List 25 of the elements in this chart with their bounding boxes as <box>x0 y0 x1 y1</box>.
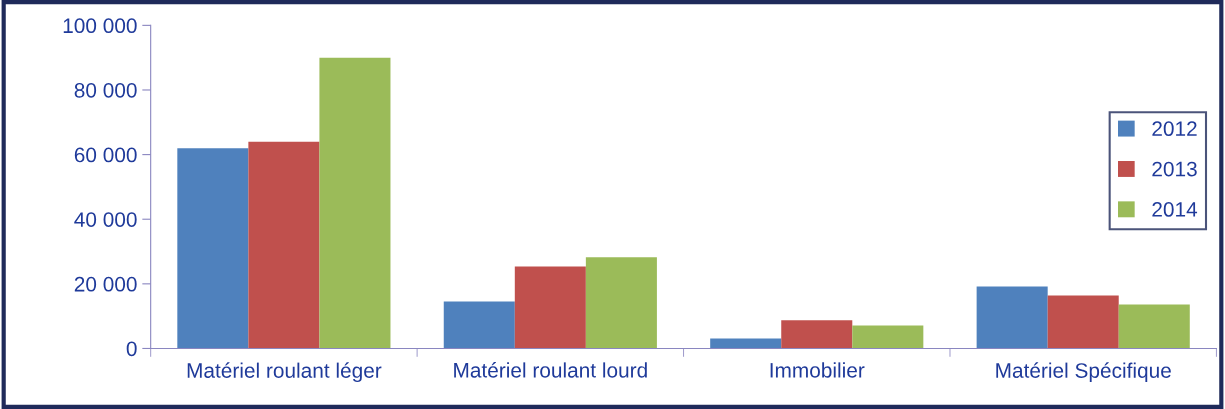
x-tick-label: Matériel Spécifique <box>996 362 1171 383</box>
legend-label: 2013 <box>1152 161 1197 177</box>
bar <box>248 141 320 349</box>
bar <box>514 266 586 349</box>
y-tick-label: 80 000 <box>74 82 137 98</box>
y-tick-label: 0 <box>126 341 137 357</box>
y-tick-label: 20 000 <box>74 276 137 292</box>
y-tick-label: 100 000 <box>63 18 137 34</box>
bar <box>1118 304 1190 349</box>
legend-label: 2012 <box>1152 121 1197 137</box>
bar <box>852 325 924 349</box>
legend-label: 2014 <box>1152 202 1198 217</box>
bar <box>585 257 657 349</box>
y-tick-label: 40 000 <box>74 212 137 227</box>
bar <box>177 148 249 349</box>
y-tick-label: 60 000 <box>74 147 137 163</box>
bar <box>319 57 391 349</box>
bar <box>976 286 1048 349</box>
bar <box>710 338 782 349</box>
bar <box>781 320 853 349</box>
x-tick-label: Immobilier <box>770 362 865 378</box>
x-tick-label: Matériel roulant léger <box>187 362 382 383</box>
bar <box>443 301 515 349</box>
bar <box>1047 295 1119 349</box>
x-tick-label: Matériel roulant lourd <box>454 362 647 378</box>
